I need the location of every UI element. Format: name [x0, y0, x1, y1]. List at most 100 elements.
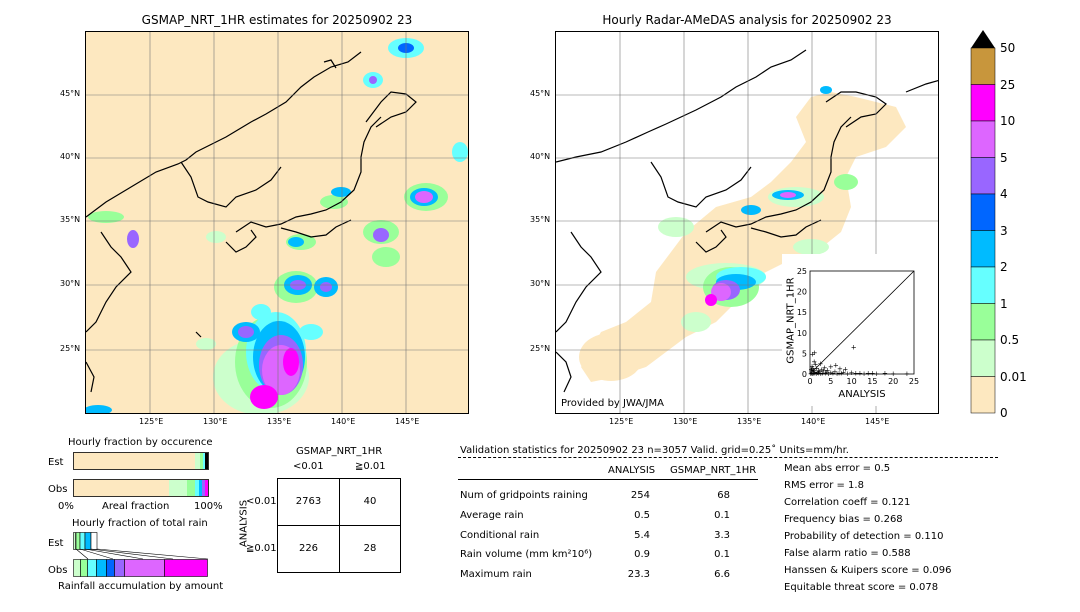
- contingency-title: GSMAP_NRT_1HR: [296, 446, 383, 457]
- scatter-point: +: [821, 367, 827, 375]
- validation-col-gsmap: GSMAP_NRT_1HR: [670, 465, 757, 476]
- right-lon-label-145: 145°E: [865, 417, 890, 426]
- left-lon-label-135: 135°E: [267, 417, 292, 426]
- scatter-point: +: [809, 362, 815, 370]
- left-lat-label-25: 25°N: [60, 344, 81, 353]
- contingency-col-high: ≧0.01: [355, 461, 386, 472]
- left-lon-label-140: 140°E: [331, 417, 356, 426]
- scatter-point: +: [814, 365, 820, 373]
- colorbar-tick-label: 5: [1000, 150, 1008, 165]
- scatter-point: +: [818, 370, 824, 378]
- amount-caption: Rainfall accumulation by amount: [58, 581, 224, 592]
- occurrence-title: Hourly fraction by occurence: [68, 437, 213, 448]
- contingency-grid: 2763 40 226 28: [277, 478, 401, 573]
- occurrence-est-label: Est: [48, 457, 64, 468]
- score-correlation: Correlation coeff = 0.121: [784, 497, 911, 508]
- scatter-x-tick: 15: [867, 377, 877, 386]
- scatter-x-tick: 10: [847, 377, 857, 386]
- left-map-canvas: [86, 32, 468, 413]
- validation-row-gsmap: 6.6: [714, 569, 730, 580]
- contingency-cell-low-low: 2763: [295, 496, 322, 507]
- score-hk: Hanssen & Kuipers score = 0.096: [784, 565, 952, 576]
- colorbar-tick-label: 50: [1000, 41, 1016, 55]
- scatter-point: +: [865, 370, 871, 378]
- scatter-point: +: [815, 370, 821, 378]
- colorbar: [970, 30, 996, 414]
- validation-col-analysis: ANALYSIS: [608, 465, 656, 476]
- right-lon-label-135: 135°E: [737, 417, 762, 426]
- score-ets: Equitable threat score = 0.078: [784, 582, 939, 593]
- colorbar-segment: [970, 266, 996, 304]
- right-lat-label-35: 35°N: [530, 215, 551, 224]
- colorbar-segment: [970, 157, 996, 195]
- scatter-xlabel: ANALYSIS: [838, 389, 886, 400]
- scatter-y-tick: 0: [802, 370, 807, 379]
- scatter-y-tick: 10: [797, 329, 807, 338]
- occurrence-axis-left: 0%: [58, 501, 74, 512]
- scatter-point: +: [840, 368, 846, 376]
- colorbar-tick-label: 10: [1000, 114, 1016, 128]
- amount-title: Hourly fraction of total rain: [72, 518, 208, 529]
- scatter-point: +: [808, 366, 814, 374]
- colorbar-tick-label: 2: [1000, 260, 1008, 274]
- right-lon-label-130: 130°E: [673, 417, 698, 426]
- scatter-point: +: [809, 370, 815, 378]
- colorbar-segment: [970, 84, 996, 122]
- scatter-point: +: [822, 370, 828, 378]
- contingency-cell-high-low: 226: [298, 543, 319, 554]
- scatter-point: +: [819, 366, 825, 374]
- score-far: False alarm ratio = 0.588: [784, 548, 911, 559]
- scatter-diagonal: [809, 270, 915, 375]
- scatter-y-tick: 15: [797, 308, 807, 317]
- scatter-point: +: [828, 369, 834, 377]
- scatter-point: +: [824, 368, 830, 376]
- scatter-point: +: [811, 358, 817, 366]
- occurrence-obs-label: Obs: [48, 484, 68, 495]
- scatter-point: +: [836, 369, 842, 377]
- right-map: Provided by JWA/JMA 0 0 5 5 10 10 15 15 20 20 25 25…: [555, 31, 939, 414]
- scatter-point: +: [810, 351, 816, 359]
- scatter-point: +: [826, 370, 832, 378]
- scatter-point: +: [815, 369, 821, 377]
- colorbar-segment: [970, 193, 996, 231]
- scatter-point: +: [817, 368, 823, 376]
- scatter-point: +: [809, 367, 815, 375]
- scatter-point: +: [817, 360, 823, 368]
- right-coastline: [556, 49, 938, 393]
- validation-row-label: Average rain: [460, 510, 524, 521]
- left-lat-label-35: 35°N: [60, 215, 81, 224]
- validation-row-analysis: 0.9: [634, 549, 650, 560]
- scatter-point: +: [837, 365, 843, 373]
- colorbar-tick-label: 0.01: [1000, 369, 1027, 384]
- scatter-x-tick: 5: [828, 377, 833, 386]
- scatter-point: +: [869, 369, 875, 377]
- right-map-grid: [556, 32, 938, 413]
- scatter-point: +: [842, 366, 848, 374]
- scatter-point: +: [890, 370, 896, 378]
- left-lat-label-40: 40°N: [60, 152, 81, 161]
- validation-row-gsmap: 0.1: [714, 510, 730, 521]
- colorbar-segment: [970, 339, 996, 377]
- scatter-point: +: [811, 370, 817, 378]
- colorbar-tick-label: 3: [1000, 223, 1008, 238]
- left-coastline: [86, 51, 417, 393]
- right-map-title: Hourly Radar-AMeDAS analysis for 2025090…: [602, 13, 892, 27]
- left-map-grid: [86, 32, 468, 413]
- scatter-point: +: [812, 368, 818, 376]
- scatter-point: +: [813, 370, 819, 378]
- colorbar-over-arrow: [971, 30, 995, 48]
- right-lon-label-125: 125°E: [609, 417, 634, 426]
- colorbar-segment: [970, 120, 996, 158]
- left-lon-label-130: 130°E: [203, 417, 228, 426]
- occurrence-bars: [73, 452, 209, 497]
- score-rmse: RMS error = 1.8: [784, 480, 864, 491]
- scatter-point: +: [904, 370, 910, 378]
- contingency-row-high: ≧0.01: [246, 543, 277, 554]
- validation-header-rule: [458, 479, 758, 480]
- scatter-x-tick: 25: [909, 377, 919, 386]
- scatter-point: +: [882, 370, 888, 378]
- left-lon-label-145: 145°E: [395, 417, 420, 426]
- scatter-y-tick: 20: [797, 288, 807, 297]
- amount-est-label: Est: [48, 538, 64, 549]
